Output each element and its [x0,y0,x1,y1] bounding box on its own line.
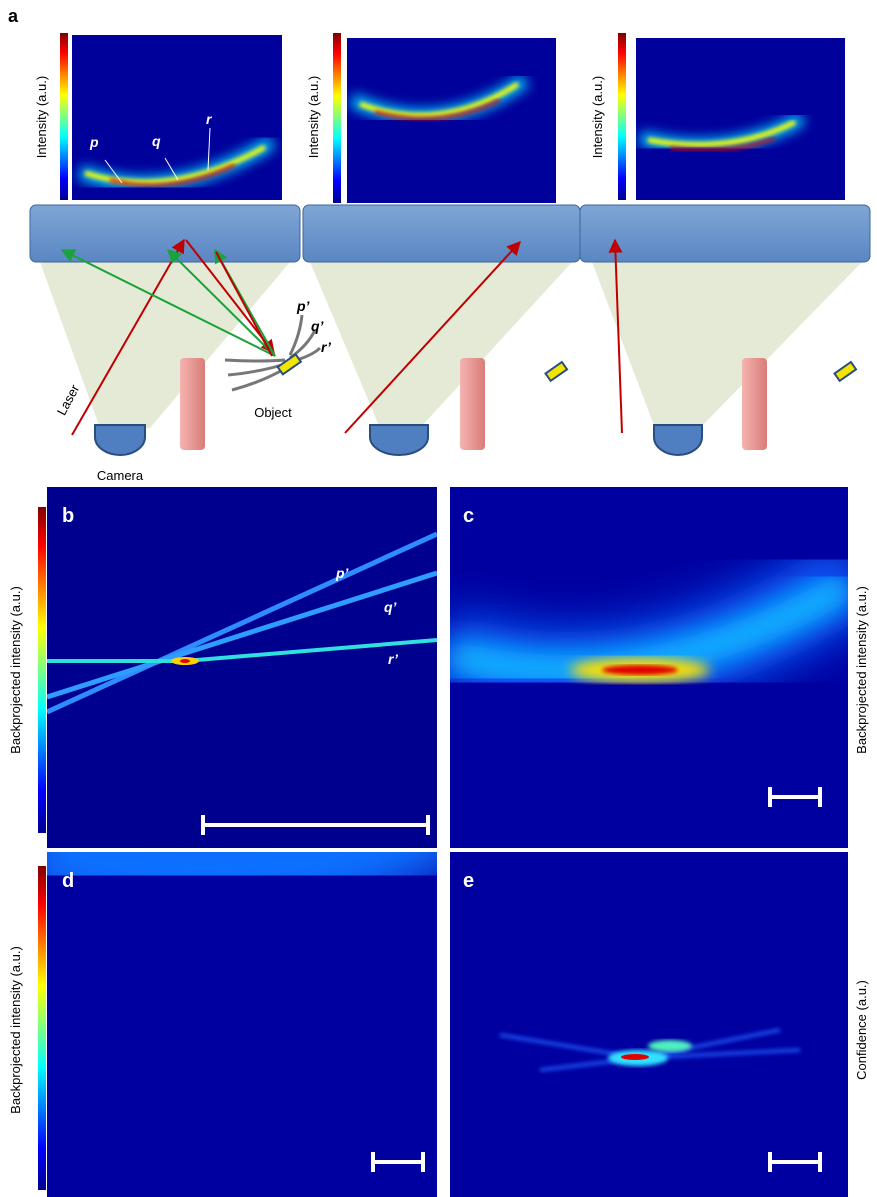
shape-path [374,98,501,121]
colorbar [618,33,626,200]
colorbar-label: Confidence (a.u.) [854,980,869,1080]
arrow [608,238,623,434]
shape-rect [180,358,205,450]
point-label: q [152,133,161,149]
shape-polygon [40,262,290,428]
path-label: p’ [335,565,350,581]
arrow [215,251,273,357]
panel-label: d [62,870,74,892]
heatmap-b [47,487,437,848]
shape-ellipse [180,659,190,663]
shape-path [369,424,429,456]
shape-path [669,136,776,152]
shape-path [84,144,267,185]
shape-path [647,119,797,148]
shape-rect [579,204,871,263]
path-label: r’ [321,339,332,355]
shape-path [104,127,211,184]
heatmap-e [450,852,848,1197]
shape-ellipse [648,1040,692,1052]
schematic-2 [302,204,581,456]
path-label: q’ [311,318,325,334]
colorbar-label: Backprojected intensity (a.u.) [8,586,23,754]
path-label: r’ [388,651,399,667]
colorbar-label: Intensity (a.u.) [306,76,321,158]
colorbar [38,866,46,1190]
shape-ellipse [602,665,678,675]
arrow [47,570,437,700]
colorbar [333,33,341,203]
heatmap-c [450,487,848,848]
arrow [167,249,276,357]
colorbar [60,33,68,200]
point-label: r [206,111,213,127]
shape-path [371,1152,425,1172]
panel-label: c [463,505,474,527]
panel-label: a [8,6,19,26]
shape-rect [302,204,581,263]
point-label: p [89,134,99,150]
shape-ellipse [621,1054,649,1060]
shape-polygon [592,262,862,428]
shape-path [768,787,822,807]
path-label: p’ [296,298,311,314]
heatmap-a2 [347,38,556,203]
shape-path [47,852,437,929]
colorbar [38,507,46,833]
shape-path [94,424,146,456]
colorbar-label: Intensity (a.u.) [590,76,605,158]
shape-rect [636,38,845,200]
schematic-1 [29,204,322,456]
shape-rect [276,353,303,376]
heatmap-a3 [636,38,845,200]
shape-rect [47,487,437,848]
shape-path [109,163,236,187]
shape-rect [72,35,282,200]
camera-label: Camera [97,468,144,483]
path-label: q’ [384,599,398,615]
arrow [71,238,185,436]
panel-label: b [62,505,74,527]
shape-path [768,1152,822,1172]
heatmap-a1 [72,35,282,200]
heatmap-d [47,852,437,1197]
shape-rect [544,360,569,383]
shape-rect [450,852,848,1197]
colorbar-label: Intensity (a.u.) [34,76,49,158]
arrow [60,249,276,357]
colorbar-label: Backprojected intensity (a.u.) [854,586,869,754]
shape-path [224,314,322,392]
shape-rect [460,358,485,450]
arrow [47,531,437,715]
shape-path [359,81,520,118]
shape-rect [742,358,767,450]
shape-rect [347,38,556,203]
colorbar-label: Backprojected intensity (a.u.) [8,946,23,1114]
object-label: Object [254,405,292,420]
laser-label: Laser [54,381,83,417]
shape-rect [833,360,858,383]
panel-label: e [463,870,474,892]
schematic-3 [579,204,871,456]
shape-path [201,815,430,835]
arrow [344,240,521,434]
shape-polygon [310,262,572,428]
shape-path [653,424,703,456]
shape-rect [29,204,301,263]
